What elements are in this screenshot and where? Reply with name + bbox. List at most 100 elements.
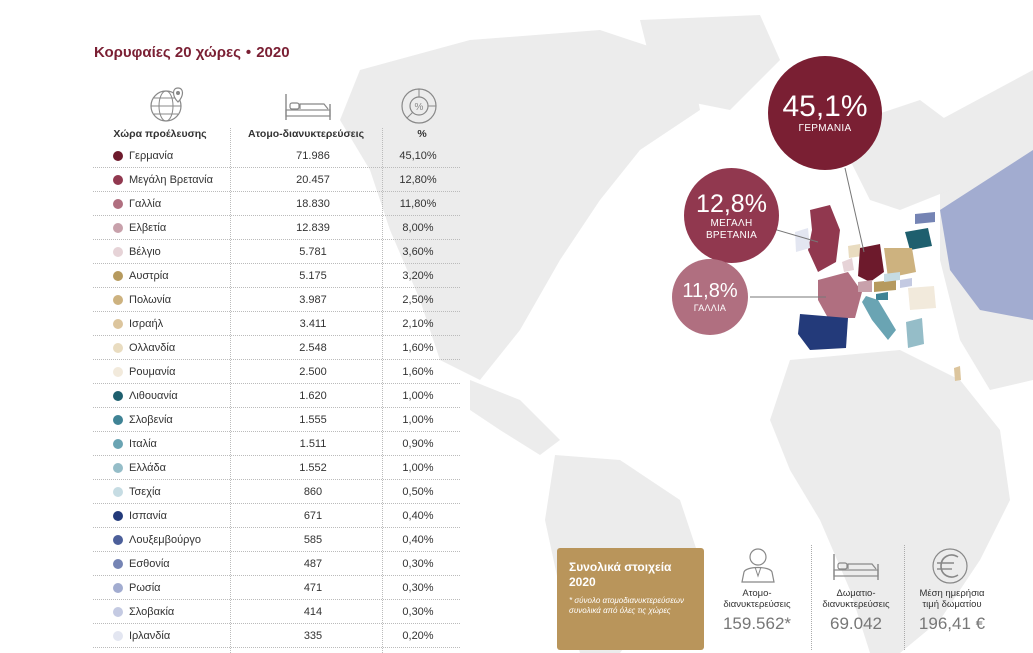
row-separator [93,167,460,168]
color-swatch [113,367,123,377]
country-name: Ισραήλ [129,318,164,330]
bubble-france-label: ΓΑΛΛΙΑ [693,303,727,313]
title-year: 2020 [256,44,290,61]
person-nights-value: 3.987 [299,294,327,306]
bubble-france-value: 11,8% [682,280,738,302]
percent-value: 2,50% [402,294,434,306]
person-nights-value: 2.500 [299,366,327,378]
table-row: Ιταλία 1.511 0,90% [88,432,460,456]
percent-value: 1,00% [402,390,434,402]
country-name: Γαλλία [129,198,162,210]
person-nights-value: 860 [303,486,323,498]
bubble-great-britain: 12,8% ΜΕΓΑΛΗ ΒΡΕΤΑΝΙΑ [684,168,779,263]
row-separator [93,311,460,312]
color-swatch [113,439,123,449]
percent-value: 0,30% [402,582,434,594]
row-separator [93,287,460,288]
color-swatch [113,535,123,545]
table-row: Πολωνία 3.987 2,50% [88,288,460,312]
stat-avg-room-price-label-line1: Μέση ημερήσια [919,588,985,599]
color-swatch [113,415,123,425]
color-swatch [113,151,123,161]
highlighted-countries [795,150,1033,381]
italy-shape [862,296,896,340]
color-swatch [113,583,123,593]
row-separator [93,479,460,480]
table-row: Ρουμανία 2.500 1,60% [88,360,460,384]
person-nights-value: 585 [303,534,323,546]
row-separator [93,359,460,360]
row-separator [93,527,460,528]
country-name: Βέλγιο [129,246,161,258]
germany-connector-line [844,167,865,253]
country-name: Εσθονία [129,558,170,570]
totals-box: Συνολικά στοιχεία 2020 * σύνολο ατομοδια… [557,548,704,650]
bubble-great-britain-label-line2: ΒΡΕΤΑΝΙΑ [705,229,758,241]
slovakia-shape [900,278,912,288]
percent-value: 12,80% [399,174,437,186]
color-swatch [113,559,123,569]
table-row: Σλοβενία 1.555 1,00% [88,408,460,432]
bubble-germany-label: ΓΕΡΜΑΝΙΑ [798,123,852,134]
country-name: Ιταλία [129,438,157,450]
color-swatch [113,391,123,401]
person-nights-value: 18.830 [296,198,330,210]
bubble-great-britain-value: 12,8% [696,189,767,218]
person-nights-value: 414 [303,606,323,618]
person-nights-value: 1.555 [299,414,327,426]
person-nights-value: 71.986 [296,150,330,162]
stat-avg-room-price-value: 196,41 € [918,614,986,633]
color-swatch [113,487,123,497]
percent-value: 0,50% [402,486,434,498]
percent-value: 0,40% [402,510,434,522]
country-name: Ιρλανδία [129,630,171,642]
stat-person-nights: Ατομο- διανυκτερεύσεις 159.562* [707,588,807,634]
person-nights-value: 671 [303,510,323,522]
bubble-france: 11,8% ΓΑΛΛΙΑ [672,259,748,335]
person-nights-value: 1.552 [299,462,327,474]
lithuania-shape [905,228,932,250]
stat-room-nights-label-line1: Δωματιο- [836,588,876,599]
row-separator [93,599,460,600]
row-separator [93,191,460,192]
person-nights-value: 20.457 [296,174,330,186]
person-nights-value: 335 [303,630,323,642]
country-name: Λιθουανία [129,390,178,402]
title-separator: • [245,44,252,61]
row-separator [93,383,460,384]
greece-shape [906,318,924,348]
germany-shape [858,244,884,282]
belgium-shape [842,258,854,272]
table-row: Γερμανία 71.986 45,10% [88,144,460,168]
france-shape [818,272,862,318]
percent-value: 11,80% [399,198,437,210]
row-separator [93,215,460,216]
country-name: Ελλάδα [129,462,167,474]
slovenia-shape [876,292,888,300]
row-separator [93,455,460,456]
table-row: Ελβετία 12.839 8,00% [88,216,460,240]
percent-donut-icon: % [401,88,437,124]
percent-value: 3,20% [402,270,434,282]
country-name: Ελβετία [129,222,167,234]
percent-value: 0,40% [402,534,434,546]
percent-value: 0,30% [402,558,434,570]
poland-shape [884,248,916,278]
table-row: Αυστρία 5.175 3,20% [88,264,460,288]
ireland-shape [795,228,810,252]
bubble-germany-value: 45,1% [782,90,868,123]
column-divider [230,128,231,653]
percent-value: 3,60% [402,246,434,258]
country-name: Λουξεμβούργο [129,534,201,546]
globe-pin-icon [150,87,184,122]
euro-icon [932,548,968,584]
country-name: Γερμανία [129,150,174,162]
column-header-country: Χώρα προέλευσης [113,128,207,140]
table-row: Λουξεμβούργο 585 0,40% [88,528,460,552]
column-header-value: Ατομο-διανυκτερεύσεις [247,128,365,140]
totals-heading: Συνολικά στοιχεία 2020 [569,560,672,589]
country-name: Πολωνία [129,294,172,306]
row-separator [93,239,460,240]
table-row: Ισραήλ 3.411 2,10% [88,312,460,336]
color-swatch [113,175,123,185]
